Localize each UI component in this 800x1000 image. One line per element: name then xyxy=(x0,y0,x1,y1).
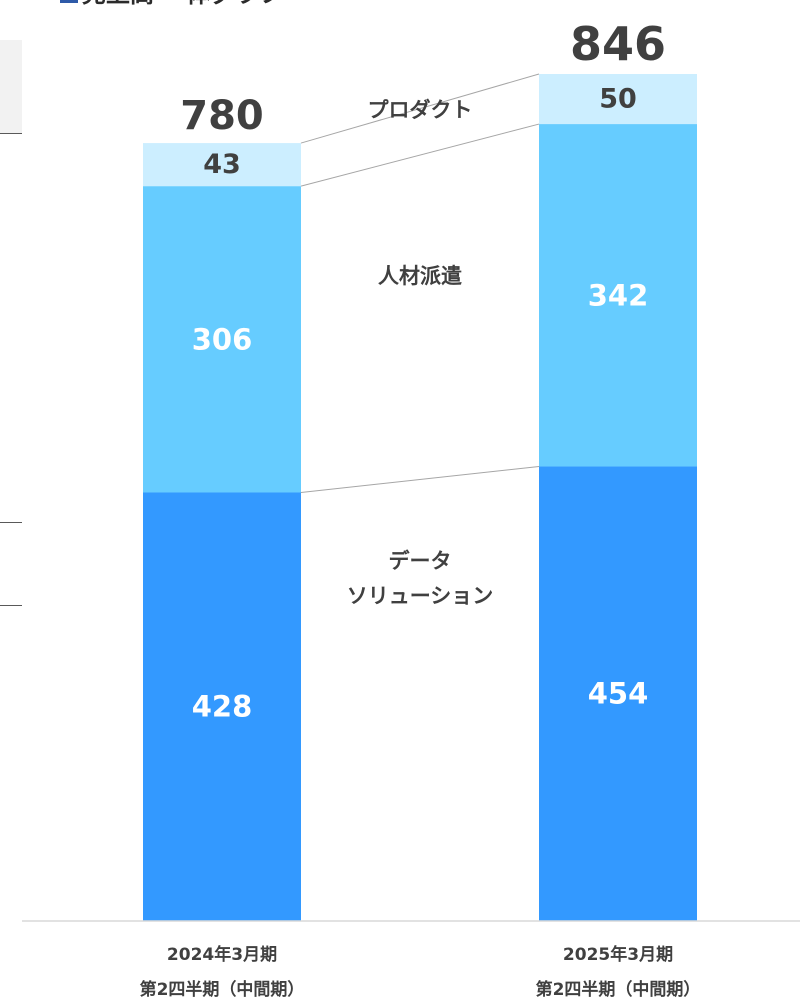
category-label: 2024年3月期 xyxy=(167,944,277,965)
bar-segment xyxy=(539,74,697,125)
chart-header: 売上高 一体グラフ xyxy=(60,0,282,8)
data-label: 43 xyxy=(203,149,241,180)
left-panel xyxy=(0,40,22,133)
total-label: 780 xyxy=(180,93,264,139)
connector-line xyxy=(300,123,540,187)
value-labels: 428 306 43 454 342 50 xyxy=(192,84,649,724)
data-label: 306 xyxy=(192,322,253,356)
data-label: 50 xyxy=(599,84,637,115)
bar-segment xyxy=(143,186,301,493)
bar-segment xyxy=(539,466,697,921)
left-rule xyxy=(0,522,22,523)
series-label: プロダクト xyxy=(368,98,473,122)
legend-swatch xyxy=(60,0,78,3)
connector-lines xyxy=(300,73,540,493)
data-label: 454 xyxy=(588,677,649,711)
connector-line xyxy=(300,73,540,144)
data-label: 342 xyxy=(588,278,649,312)
bar-segment xyxy=(143,143,301,187)
total-labels: 780 846 xyxy=(180,17,666,139)
left-rule xyxy=(0,605,22,606)
data-label: 428 xyxy=(192,690,253,724)
left-rule xyxy=(0,133,22,134)
bars xyxy=(143,74,697,921)
series-label: データ xyxy=(389,549,452,573)
category-label: 2025年3月期 xyxy=(563,944,673,965)
series-label: ソリューション xyxy=(347,584,494,608)
bar-segment xyxy=(143,492,301,921)
total-label: 846 xyxy=(570,17,666,71)
category-label: 第2四半期（中間期） xyxy=(536,979,701,1000)
chart-header-title: 売上高 一体グラフ xyxy=(82,0,282,8)
category-label: 第2四半期（中間期） xyxy=(140,979,305,1000)
series-label: 人材派遣 xyxy=(378,264,462,288)
connector-line xyxy=(300,465,540,493)
bar-segment xyxy=(539,124,697,467)
